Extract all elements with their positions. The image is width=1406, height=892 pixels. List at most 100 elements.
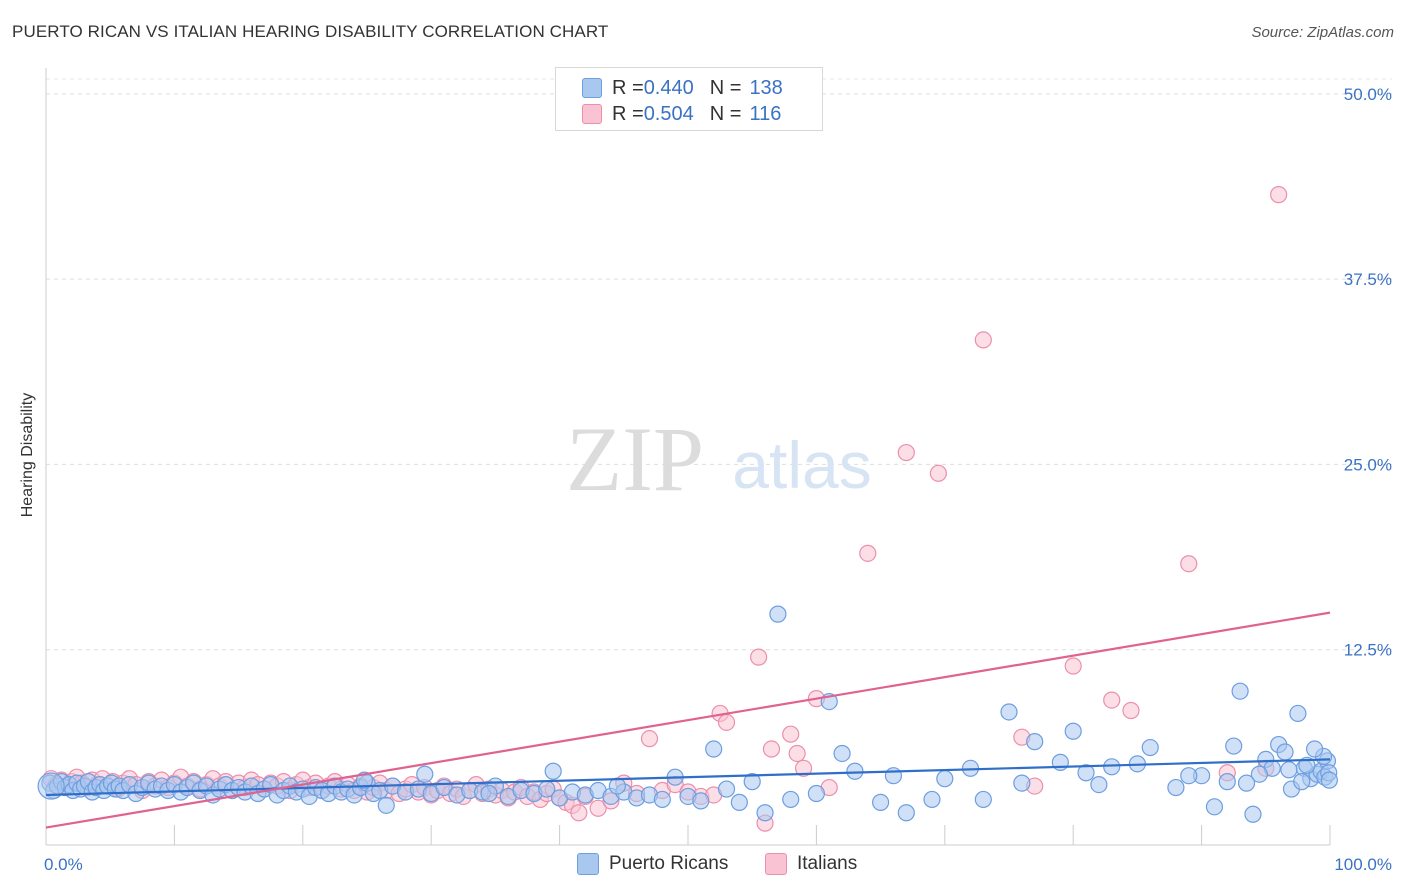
- point-italians: [897, 443, 915, 462]
- point-puerto-ricans: [884, 767, 903, 785]
- point-puerto-ricans: [846, 762, 864, 780]
- point-italians: [1103, 691, 1121, 709]
- point-italians: [929, 464, 947, 482]
- legend-row-italians: R = 0.504 N = 116: [582, 102, 781, 126]
- watermark-atlas: atlas: [732, 428, 871, 502]
- legend-row-puerto-ricans: R = 0.440 N = 138: [582, 76, 783, 100]
- point-puerto-ricans: [1090, 775, 1108, 794]
- point-puerto-ricans: [1298, 756, 1316, 774]
- point-puerto-ricans: [1320, 771, 1338, 789]
- point-puerto-ricans: [480, 784, 498, 803]
- y-tick-label: 12.5%: [1344, 641, 1392, 660]
- point-puerto-ricans: [717, 780, 736, 798]
- point-italians: [750, 648, 768, 666]
- watermark: ZIP atlas: [566, 408, 872, 510]
- point-puerto-ricans: [1276, 743, 1294, 761]
- point-puerto-ricans: [782, 790, 800, 809]
- point-puerto-ricans: [730, 793, 748, 811]
- point-puerto-ricans-cluster: [37, 772, 65, 800]
- point-puerto-ricans: [1064, 722, 1082, 740]
- point-puerto-ricans: [705, 740, 723, 758]
- bottom-legend-puerto-ricans[interactable]: Puerto Ricans: [577, 852, 728, 876]
- legend-label-italians: Italians: [797, 853, 858, 874]
- point-italians: [1064, 657, 1082, 675]
- point-italians: [782, 725, 800, 743]
- point-italians: [1122, 701, 1140, 720]
- axes: [45, 68, 1331, 846]
- point-italians: [589, 799, 607, 817]
- point-puerto-ricans: [416, 765, 434, 783]
- point-puerto-ricans: [377, 796, 395, 814]
- watermark-zip: ZIP: [566, 408, 704, 510]
- point-puerto-ricans: [769, 605, 787, 623]
- point-puerto-ricans: [355, 771, 374, 789]
- y-tick-label: 50.0%: [1344, 85, 1392, 104]
- point-puerto-ricans: [1180, 767, 1198, 785]
- point-puerto-ricans: [1280, 761, 1298, 779]
- point-italians: [794, 759, 813, 777]
- y-tick-label: 37.5%: [1344, 270, 1392, 289]
- point-puerto-ricans: [1077, 764, 1095, 782]
- point-puerto-ricans: [692, 792, 710, 810]
- point-italians: [762, 740, 781, 758]
- y-tick-labels: 12.5% 25.0% 37.5% 50.0%: [1344, 85, 1392, 660]
- point-puerto-ricans: [871, 793, 890, 811]
- trend-line-italians: [45, 611, 1331, 829]
- point-italians: [974, 331, 992, 349]
- point-puerto-ricans: [756, 804, 774, 822]
- legend-r-value: 0.440: [643, 76, 694, 99]
- point-puerto-ricans: [1250, 765, 1268, 783]
- point-italians: [640, 730, 659, 748]
- bottom-legend-italians[interactable]: Italians: [765, 852, 857, 876]
- point-italians: [717, 713, 736, 731]
- legend-swatch-italians: [765, 853, 787, 875]
- x-tick-labels: 0.0% 100.0%: [44, 855, 1392, 874]
- point-puerto-ricans: [1293, 773, 1311, 791]
- point-puerto-ricans: [897, 804, 915, 822]
- source-label: Source: ZipAtlas.com: [1251, 24, 1394, 41]
- point-italians: [859, 544, 877, 562]
- correlation-legend: R = 0.440 N = 138 R = 0.504 N = 116: [555, 67, 823, 131]
- point-puerto-ricans: [1000, 703, 1018, 721]
- point-puerto-ricans: [1026, 733, 1044, 751]
- trend-lines: [45, 611, 1331, 829]
- point-puerto-ricans: [743, 773, 761, 791]
- point-puerto-ricans: [1218, 773, 1236, 791]
- point-puerto-ricans: [1141, 738, 1159, 757]
- point-puerto-ricans: [1305, 740, 1324, 758]
- point-italians: [1180, 555, 1198, 573]
- point-puerto-ricans: [1103, 758, 1121, 776]
- point-italians: [788, 744, 806, 763]
- legend-n-value: 138: [749, 76, 783, 99]
- legend-swatch-italians: [582, 104, 602, 124]
- series-puerto-ricans-points: [37, 605, 1338, 823]
- point-puerto-ricans: [1167, 778, 1185, 797]
- x-tick-label: 0.0%: [44, 855, 83, 874]
- legend-r-label: R =: [612, 102, 644, 125]
- trend-line-puerto-ricans: [45, 758, 1331, 797]
- legend-swatch-puerto-ricans: [577, 853, 599, 875]
- legend-n-label: N =: [709, 76, 742, 99]
- point-puerto-ricans: [1013, 774, 1031, 792]
- y-axis-label: Hearing Disability: [19, 392, 36, 518]
- legend-label-puerto-ricans: Puerto Ricans: [609, 853, 729, 874]
- point-puerto-ricans: [1225, 737, 1243, 755]
- point-puerto-ricans: [544, 762, 562, 780]
- legend-n-label: N =: [709, 102, 742, 125]
- point-italians: [1270, 186, 1288, 204]
- point-puerto-ricans: [923, 790, 941, 809]
- point-puerto-ricans: [833, 744, 851, 763]
- point-puerto-ricans: [1289, 704, 1307, 723]
- point-puerto-ricans: [936, 770, 954, 788]
- point-puerto-ricans: [608, 777, 626, 795]
- point-puerto-ricans: [974, 790, 992, 809]
- point-puerto-ricans: [1205, 798, 1224, 816]
- legend-swatch-puerto-ricans: [582, 78, 602, 98]
- x-tick-label: 100.0%: [1334, 855, 1392, 874]
- legend-r-label: R =: [612, 76, 644, 99]
- y-tick-label: 25.0%: [1344, 455, 1392, 474]
- point-puerto-ricans: [653, 790, 671, 809]
- point-italians: [570, 804, 588, 822]
- point-puerto-ricans: [1244, 805, 1262, 823]
